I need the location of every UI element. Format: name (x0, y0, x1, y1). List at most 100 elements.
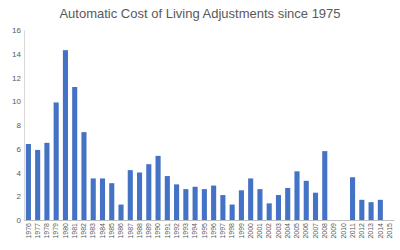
bar (146, 164, 151, 220)
x-tick: 2014 (377, 220, 384, 239)
bar (304, 181, 309, 220)
y-tick-label: 6 (17, 145, 22, 154)
bar (322, 151, 327, 220)
x-tick: 2001 (256, 220, 263, 239)
y-tick-label: 8 (17, 121, 22, 130)
x-tick-label: 2009 (330, 223, 337, 239)
bar (294, 171, 299, 220)
y-tick-label: 14 (12, 50, 21, 59)
x-tick-label: 1995 (201, 223, 208, 239)
x-tick-label: 2011 (349, 223, 356, 238)
x-tick: 1988 (136, 220, 143, 239)
y-tick: 2 (17, 192, 24, 201)
x-tick: 1983 (89, 220, 96, 239)
x-tick: 1990 (154, 220, 161, 239)
bar (313, 193, 318, 220)
bar (26, 144, 31, 220)
x-tick: 1996 (210, 220, 217, 239)
x-tick: 1984 (99, 220, 106, 239)
bar (44, 143, 49, 220)
x-tick-label: 1996 (210, 223, 217, 239)
x-tick-label: 2004 (284, 223, 291, 239)
bar (63, 50, 68, 220)
x-tick-label: 1990 (154, 223, 161, 239)
x-tick: 1999 (238, 220, 245, 239)
x-tick: 1997 (219, 220, 226, 239)
bar (35, 150, 40, 220)
y-tick: 12 (12, 74, 24, 83)
x-tick: 1978 (43, 220, 50, 239)
x-tick-label: 1989 (145, 223, 152, 239)
bar (156, 156, 161, 220)
y-tick: 4 (17, 169, 24, 178)
x-tick: 1989 (145, 220, 152, 239)
y-tick: 10 (12, 97, 24, 106)
y-tick-label: 4 (17, 169, 22, 178)
x-tick: 1998 (228, 220, 235, 239)
x-axis-line (25, 220, 395, 221)
title: Automatic Cost of Living Adjustments sin… (59, 6, 340, 21)
bar (81, 132, 86, 220)
bar (193, 187, 198, 220)
x-tick: 2012 (358, 220, 365, 239)
bar (54, 102, 59, 220)
x-tick-label: 2015 (386, 223, 393, 239)
x-tick: 2006 (302, 220, 309, 239)
x-tick-label: 1984 (99, 223, 106, 239)
x-axis: 1976197719781979198019811982198319841985… (25, 220, 395, 239)
x-tick-label: 1979 (52, 223, 59, 239)
x-tick-label: 1998 (228, 223, 235, 239)
plot: 0246810121416197619771978197919801981198… (12, 26, 394, 239)
bar (387, 220, 392, 221)
x-tick: 1979 (52, 220, 59, 239)
bar (230, 205, 235, 220)
bar (257, 189, 262, 220)
y-tick-label: 0 (17, 216, 22, 225)
chart: Automatic Cost of Living Adjustments sin… (0, 0, 400, 250)
x-tick: 1981 (71, 220, 78, 239)
x-tick-label: 1981 (71, 223, 78, 239)
x-tick-label: 2001 (256, 223, 263, 239)
x-tick-label: 1992 (173, 223, 180, 239)
bar (267, 203, 272, 220)
x-tick-label: 1993 (182, 223, 189, 239)
x-tick: 1995 (201, 220, 208, 239)
x-tick-label: 1985 (108, 223, 115, 239)
x-tick-label: 2010 (340, 223, 347, 239)
bars (26, 50, 383, 220)
x-tick-label: 2012 (358, 223, 365, 239)
x-tick: 2015 (386, 220, 393, 239)
x-tick-label: 1997 (219, 223, 226, 239)
bar (72, 87, 77, 220)
x-tick: 2009 (330, 220, 337, 239)
x-tick-label: 2002 (265, 223, 272, 239)
x-tick: 2002 (265, 220, 272, 239)
bar (174, 184, 179, 220)
x-tick-label: 1991 (164, 223, 171, 239)
x-tick-label: 1988 (136, 223, 143, 239)
x-tick-label: 2006 (302, 223, 309, 239)
bar (118, 205, 123, 220)
x-tick: 2010 (340, 220, 347, 239)
x-tick: 1982 (80, 220, 87, 239)
x-tick: 2005 (293, 220, 300, 239)
x-tick-label: 2005 (293, 223, 300, 239)
x-tick: 1985 (108, 220, 115, 239)
x-tick-label: 2013 (367, 223, 374, 239)
x-tick: 1976 (25, 220, 32, 239)
x-tick-label: 2007 (312, 223, 319, 239)
x-tick-label: 1999 (238, 223, 245, 239)
bar (331, 220, 336, 221)
x-tick: 2000 (247, 220, 254, 239)
x-tick-label: 2014 (377, 223, 384, 239)
x-tick: 2003 (275, 220, 282, 239)
x-tick: 1992 (173, 220, 180, 239)
x-tick: 2013 (367, 220, 374, 239)
x-tick: 2011 (349, 220, 356, 238)
bar (276, 195, 281, 220)
x-tick-label: 1986 (117, 223, 124, 239)
x-tick-label: 1980 (62, 223, 69, 239)
bar (359, 200, 364, 220)
x-tick-label: 1994 (191, 223, 198, 239)
x-tick: 1994 (191, 220, 198, 239)
